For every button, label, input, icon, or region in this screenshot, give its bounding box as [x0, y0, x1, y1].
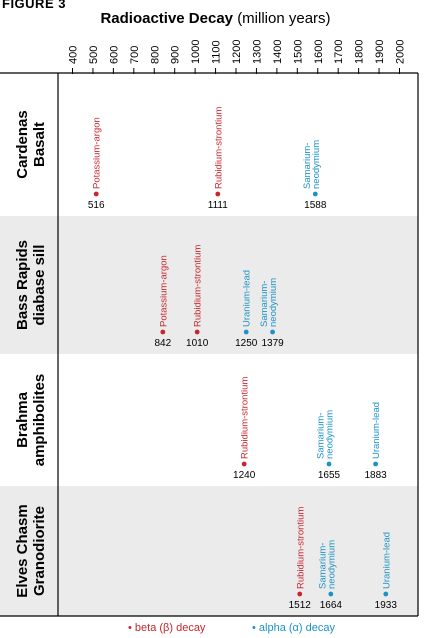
method-label-samarium-neodymium-1655: Samarium-neodymium	[315, 410, 335, 459]
group-label-line: Bass Rapids	[14, 240, 31, 330]
legend-alpha: • alpha (α) decay	[252, 622, 335, 634]
method-label-rubidium-strontium-1010: Rubidium-strontium	[193, 245, 204, 327]
group-label-bass-rapids-diabase-sill: Bass Rapidsdiabase sill	[14, 240, 48, 330]
group-label-line: diabase sill	[31, 245, 48, 326]
value-label-uranium-lead-1883: 1883	[364, 470, 387, 481]
point-rubidium-strontium-1010	[194, 329, 200, 335]
tick-label-1600: 1600	[313, 40, 325, 64]
method-label-potassium-argon-516: Potassium-argon	[92, 117, 103, 189]
method-label-samarium-neodymium-1664: Samarium-neodymium	[317, 540, 337, 589]
value-label-uranium-lead-1250: 1250	[235, 338, 258, 349]
tick-label-2000: 2000	[395, 40, 407, 64]
point-rubidium-strontium-1512	[297, 591, 303, 597]
value-label-samarium-neodymium-1588: 1588	[304, 200, 327, 211]
group-label-cardenas-basalt: CardenasBasalt	[14, 110, 48, 178]
tick-label-1300: 1300	[251, 40, 263, 64]
tick-label-700: 700	[129, 46, 141, 64]
legend-beta: • beta (β) decay	[128, 622, 206, 634]
tick-label-1500: 1500	[292, 40, 304, 64]
method-label-line: Samarium-	[302, 143, 313, 189]
method-label-potassium-argon-842: Potassium-argon	[158, 255, 169, 327]
value-label-rubidium-strontium-1240: 1240	[233, 470, 256, 481]
tick-label-800: 800	[149, 46, 161, 64]
method-label-line: Samarium-	[259, 281, 270, 327]
group-label-elves-chasm-granodiorite: Elves ChasmGranodiorite	[14, 504, 48, 597]
method-label-uranium-lead-1933: Uranium-lead	[381, 532, 392, 589]
point-rubidium-strontium-1111	[215, 191, 221, 197]
point-samarium-neodymium-1664	[328, 591, 334, 597]
group-label-brahma-amphibolites: Brahmaamphibolites	[14, 374, 48, 467]
tick-label-1800: 1800	[354, 40, 366, 64]
value-label-samarium-neodymium-1379: 1379	[261, 338, 284, 349]
chart-title-unit: (million years)	[237, 10, 331, 27]
group-label-line: Brahma	[14, 391, 31, 448]
method-label-rubidium-strontium-1240: Rubidium-strontium	[240, 377, 251, 459]
value-label-rubidium-strontium-1111: 1111	[208, 200, 228, 211]
group-label-line: Basalt	[31, 122, 48, 167]
method-label-line: Samarium-	[315, 413, 326, 459]
point-uranium-lead-1933	[383, 591, 389, 597]
tick-label-500: 500	[88, 46, 100, 64]
point-rubidium-strontium-1240	[241, 461, 247, 467]
band-bass-rapids-diabase-sill	[0, 216, 418, 354]
tick-label-1900: 1900	[374, 40, 386, 64]
point-samarium-neodymium-1379	[270, 329, 275, 335]
tick-label-1400: 1400	[272, 40, 284, 64]
point-uranium-lead-1250	[243, 329, 249, 335]
method-label-rubidium-strontium-1111: Rubidium-strontium	[213, 107, 224, 189]
value-label-rubidium-strontium-1010: 1010	[186, 338, 209, 349]
tick-label-1200: 1200	[231, 40, 243, 64]
chart-title-main: Radioactive Decay	[100, 10, 234, 27]
value-label-potassium-argon-516: 516	[88, 200, 105, 211]
group-label-line: Cardenas	[14, 110, 31, 178]
tick-label-600: 600	[108, 46, 120, 64]
method-label-line: neodymium	[311, 140, 322, 189]
tick-label-900: 900	[170, 46, 182, 64]
method-label-uranium-lead-1883: Uranium-lead	[371, 402, 382, 459]
method-label-samarium-neodymium-1588: Samarium-neodymium	[302, 140, 322, 189]
group-label-line: amphibolites	[31, 374, 48, 467]
group-label-line: Elves Chasm	[14, 504, 31, 597]
point-potassium-argon-516	[93, 191, 99, 197]
value-label-uranium-lead-1933: 1933	[375, 600, 398, 611]
group-label-line: Granodiorite	[31, 506, 48, 596]
figure-label: FIGURE 3	[2, 0, 66, 11]
value-label-samarium-neodymium-1664: 1664	[320, 600, 343, 611]
point-uranium-lead-1883	[373, 461, 378, 467]
tick-label-1700: 1700	[333, 40, 345, 64]
value-label-samarium-neodymium-1655: 1655	[318, 470, 341, 481]
band-elves-chasm-granodiorite	[0, 486, 418, 616]
point-samarium-neodymium-1588	[312, 191, 318, 197]
method-label-line: neodymium	[324, 410, 335, 459]
method-label-samarium-neodymium-1379: Samarium-neodymium	[259, 278, 279, 327]
chart-title: Radioactive Decay (million years)	[0, 10, 431, 27]
method-label-line: Samarium-	[317, 543, 328, 589]
value-label-rubidium-strontium-1512: 1512	[289, 600, 312, 611]
point-potassium-argon-842	[160, 329, 166, 335]
point-samarium-neodymium-1655	[326, 461, 332, 467]
tick-label-1100: 1100	[211, 40, 223, 64]
method-label-rubidium-strontium-1512: Rubidium-strontium	[295, 507, 306, 589]
method-label-line: neodymium	[268, 278, 279, 327]
method-label-uranium-lead-1250: Uranium-lead	[242, 270, 253, 327]
method-label-line: neodymium	[326, 540, 337, 589]
tick-label-400: 400	[68, 46, 80, 64]
value-label-potassium-argon-842: 842	[154, 338, 171, 349]
tick-label-1000: 1000	[190, 40, 202, 64]
